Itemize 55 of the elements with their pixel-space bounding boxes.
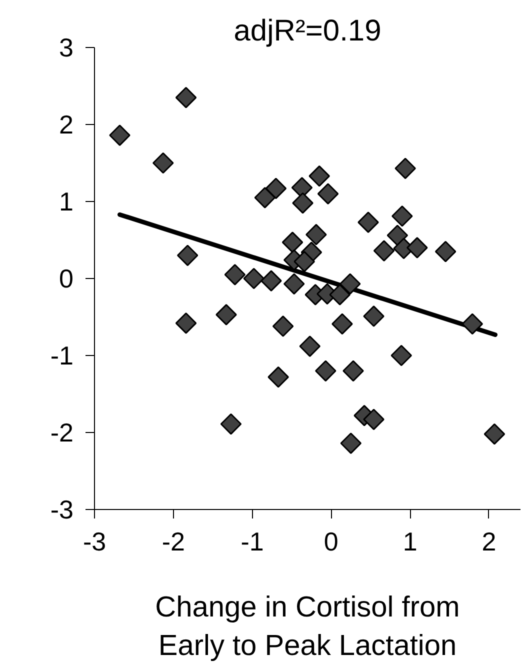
point (317, 183, 339, 204)
point (220, 413, 242, 435)
point (152, 152, 174, 174)
point (176, 244, 198, 266)
point (484, 423, 506, 445)
point (292, 192, 314, 214)
point (268, 366, 289, 388)
point (254, 187, 276, 208)
point (175, 86, 197, 108)
point (373, 240, 395, 262)
y-tick-label: 1 (59, 186, 74, 216)
point (340, 432, 362, 454)
point (394, 158, 416, 180)
x-tick-label: -1 (240, 526, 264, 556)
y-tick-label: -2 (50, 418, 74, 448)
y-tick-label: 3 (59, 32, 74, 62)
x-axis-title: Change in Cortisol from Early to Peak Lactation (155, 592, 460, 662)
y-tick-label: 0 (59, 264, 74, 294)
x-tick-label: 1 (402, 526, 418, 556)
chart-title: adjR²=0.19 (234, 14, 382, 48)
x-tick-label: 2 (482, 526, 496, 556)
point (386, 224, 408, 246)
point (306, 224, 327, 246)
point (294, 250, 315, 272)
point (332, 313, 353, 335)
x-tick-label: -3 (82, 526, 106, 556)
point (283, 273, 305, 295)
point (308, 165, 330, 187)
y-tick-label: -3 (50, 494, 74, 524)
point (175, 312, 197, 334)
y-tick-label: -1 (50, 340, 74, 370)
point (358, 212, 379, 233)
point (260, 270, 282, 292)
point (243, 268, 265, 290)
point (299, 336, 321, 357)
point (363, 306, 384, 327)
point (406, 237, 428, 258)
point (265, 178, 287, 200)
point (390, 344, 412, 366)
point (434, 240, 456, 262)
point (339, 273, 361, 295)
point (272, 316, 294, 337)
point (216, 304, 237, 326)
point (392, 205, 413, 227)
point (462, 313, 484, 335)
point (282, 232, 304, 253)
x-tick-label: 0 (324, 526, 338, 556)
point (329, 284, 350, 306)
x-tick-label: -2 (162, 526, 185, 556)
y-tick-label: 2 (59, 110, 74, 140)
point (224, 264, 246, 286)
point (342, 360, 364, 382)
point (109, 124, 130, 146)
point (314, 360, 336, 382)
point (363, 408, 384, 430)
